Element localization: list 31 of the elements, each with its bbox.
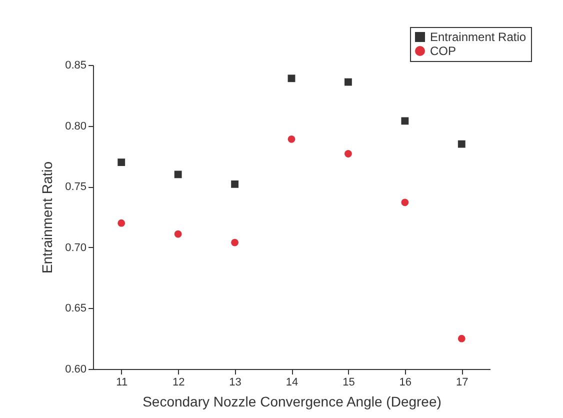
x-tick-label: 14 bbox=[286, 376, 298, 388]
x-tick-label: 16 bbox=[399, 376, 412, 388]
point bbox=[231, 238, 238, 246]
y-tick-label: 0.80 bbox=[65, 120, 86, 132]
y-tick-label: 0.70 bbox=[65, 242, 86, 254]
point bbox=[174, 230, 182, 238]
point bbox=[288, 135, 296, 143]
point bbox=[401, 198, 409, 206]
x-tick-label: 17 bbox=[456, 376, 468, 388]
point bbox=[174, 170, 182, 178]
point bbox=[231, 180, 238, 188]
y-tick-label: 0.65 bbox=[65, 302, 86, 315]
legend-label: COP bbox=[430, 44, 456, 58]
x-tick-label: 12 bbox=[172, 376, 185, 388]
point bbox=[458, 140, 466, 148]
x-axis-title: Secondary Nozzle Convergence Angle (Degree) bbox=[142, 394, 442, 410]
y-axis-title: Entrainment Ratio bbox=[39, 161, 56, 274]
point bbox=[344, 150, 352, 158]
x-tick-label: 15 bbox=[342, 376, 355, 388]
y-tick-label: 0.75 bbox=[65, 181, 86, 194]
y-tick-label: 0.85 bbox=[65, 60, 86, 72]
point bbox=[458, 334, 466, 342]
point bbox=[401, 117, 409, 125]
point bbox=[118, 158, 126, 166]
x-tick-label: 11 bbox=[116, 376, 128, 388]
point bbox=[344, 78, 352, 86]
y-tick-label: 0.60 bbox=[65, 364, 86, 376]
point bbox=[288, 74, 296, 82]
x-tick-label: 13 bbox=[229, 376, 242, 388]
legend-label: Entrainment Ratio bbox=[430, 30, 526, 44]
point bbox=[118, 219, 126, 227]
